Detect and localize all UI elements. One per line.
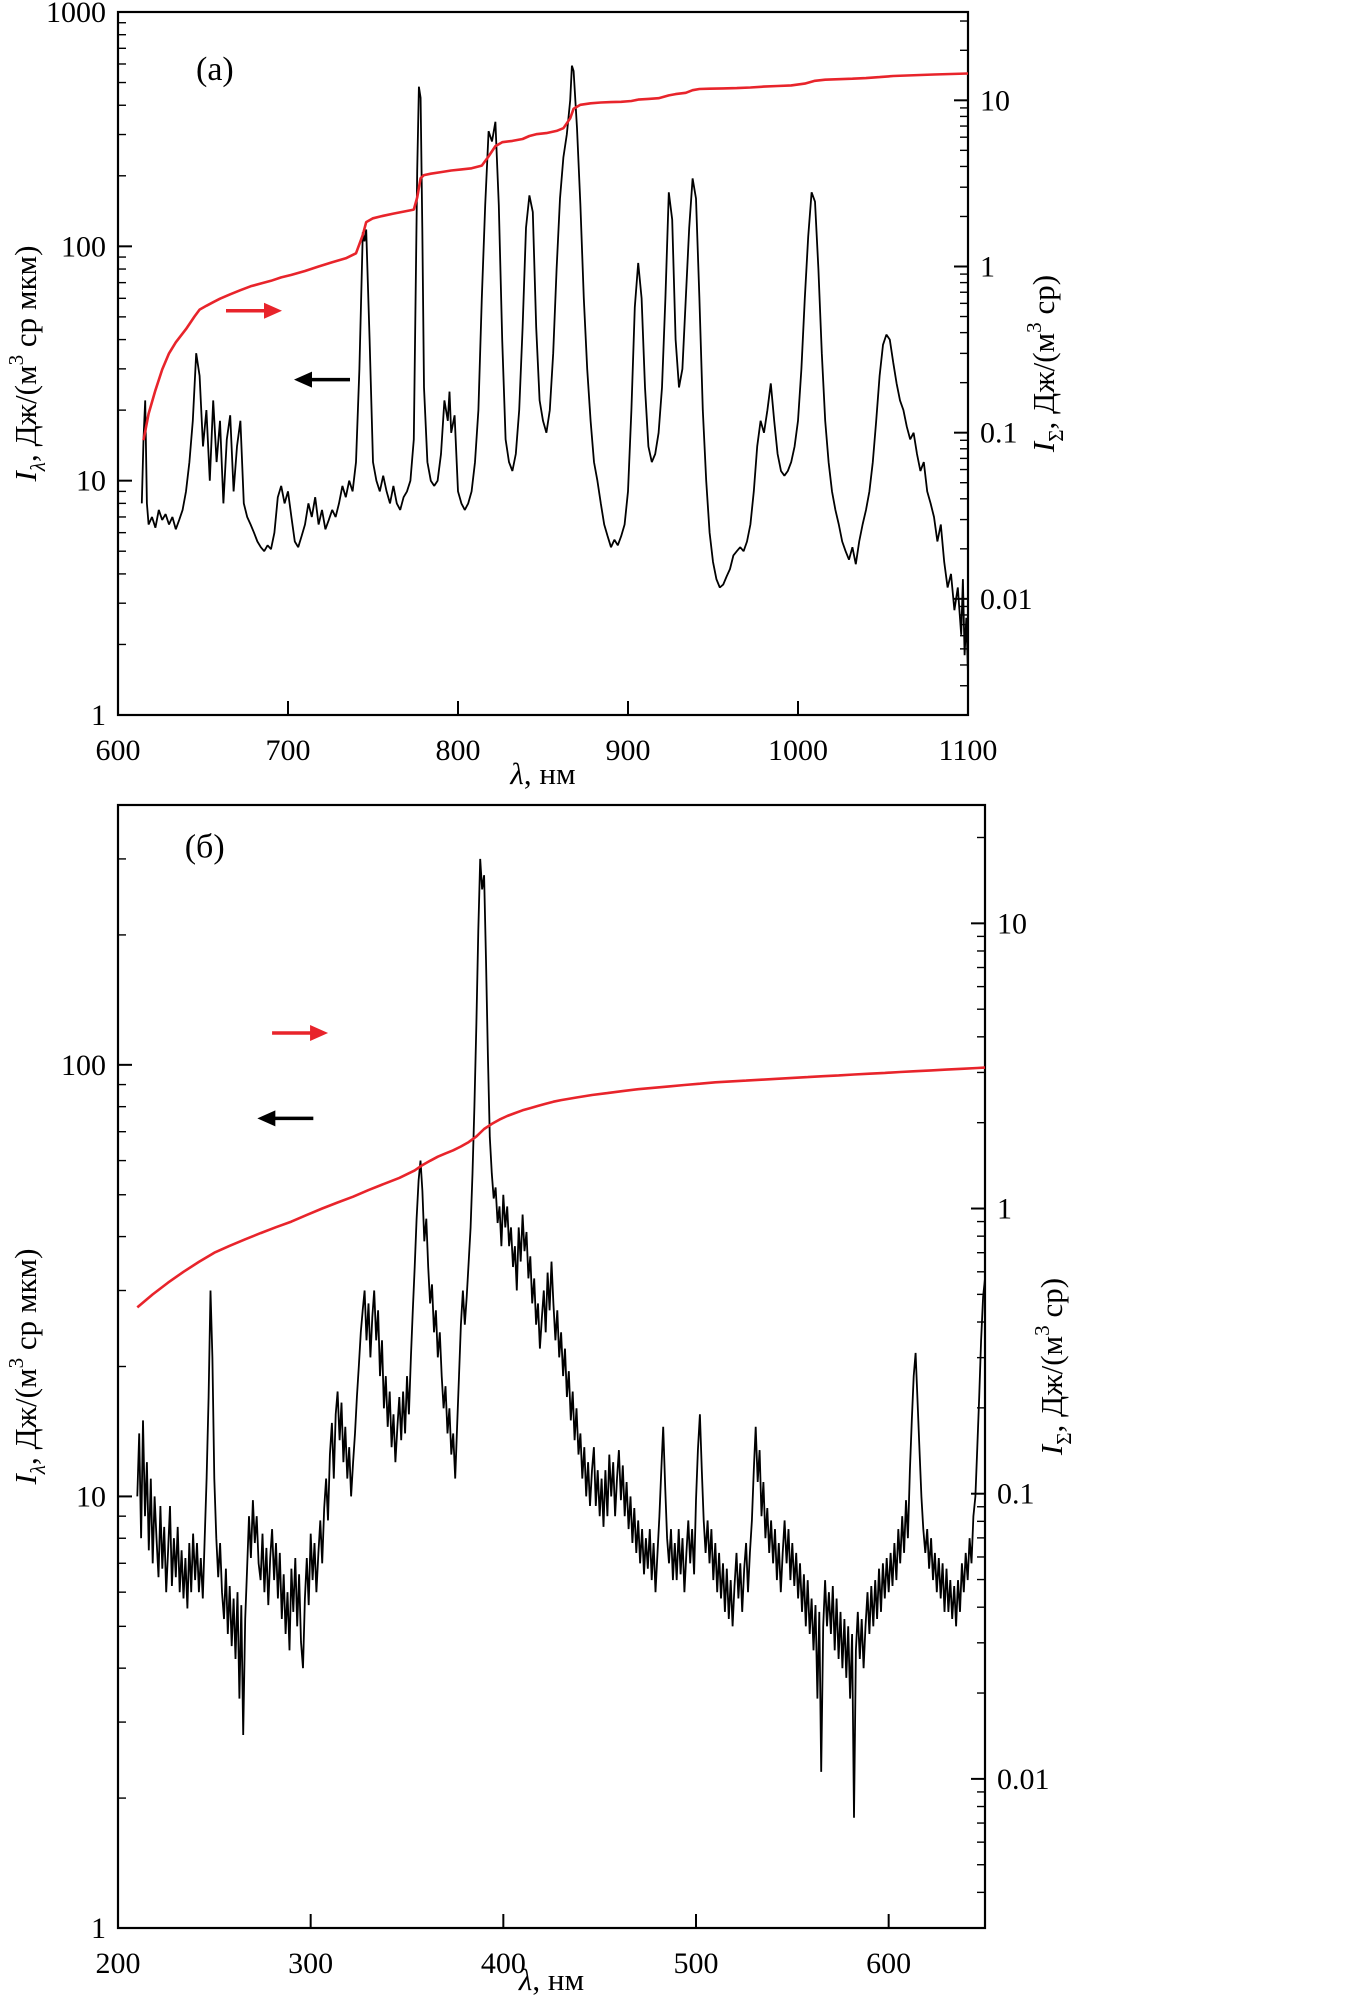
right-arrow-head <box>310 1024 329 1041</box>
x-tick-label: 800 <box>436 734 481 767</box>
right-arrow-head <box>264 302 282 319</box>
y-right-axis-label: IΣ, Дж/(м3 ср) <box>1022 275 1068 453</box>
x-tick-label: 200 <box>96 1947 141 1980</box>
integral-intensity-line <box>136 1066 985 1309</box>
left-arrow-head <box>257 1110 276 1127</box>
y-right-tick-label: 1 <box>980 250 995 283</box>
spectral-intensity-line <box>140 65 968 674</box>
y-left-axis-label: Iλ, Дж/(м3 ср мкм) <box>4 1248 50 1485</box>
left-arrow-head <box>294 371 312 388</box>
x-tick-label: 1000 <box>768 734 828 767</box>
panel-label: (б) <box>185 828 225 865</box>
y-right-tick-label: 10 <box>997 907 1027 940</box>
y-right-tick-label: 0.01 <box>997 1763 1050 1796</box>
x-axis-label: λ, нм <box>518 1962 584 1997</box>
x-tick-label: 1100 <box>939 734 998 767</box>
x-tick-label: 300 <box>288 1947 333 1980</box>
panel-label: (а) <box>196 51 234 88</box>
y-right-tick-label: 1 <box>997 1193 1012 1226</box>
y-left-axis-label: Iλ, Дж/(м3 ср мкм) <box>4 245 50 482</box>
panel-a: 600 700 800 900 1000 1100 1 10 100 1000 0.01 0.1 1 10… <box>4 0 1068 791</box>
y-left-tick-label: 10 <box>76 465 106 498</box>
y-right-tick-label: 0.1 <box>997 1478 1035 1511</box>
plot-border <box>116 10 970 717</box>
y-right-tick-label: 0.1 <box>980 417 1018 450</box>
x-tick-label: 400 <box>481 1947 526 1980</box>
spectral-intensity-line <box>136 858 985 1818</box>
x-axis-label: λ, нм <box>509 756 575 791</box>
y-left-tick-label: 100 <box>61 1049 106 1082</box>
y-right-tick-label: 10 <box>980 84 1010 117</box>
x-tick-label: 500 <box>674 1947 719 1980</box>
panel-b: 200 300 400 500 600 1 10 100 0.01 0.1 1 10 (б) λ, нм I… <box>4 803 1076 1997</box>
y-left-tick-label: 1 <box>91 699 106 732</box>
x-tick-label: 600 <box>866 1947 911 1980</box>
x-tick-label: 600 <box>96 734 141 767</box>
y-left-tick-label: 1000 <box>46 0 106 29</box>
integral-intensity-line <box>142 72 968 441</box>
y-right-tick-label: 0.01 <box>980 583 1033 616</box>
y-left-tick-label: 1 <box>91 1912 106 1945</box>
y-left-tick-label: 10 <box>76 1480 106 1513</box>
y-left-tick-label: 100 <box>61 230 106 263</box>
x-tick-label: 700 <box>266 734 311 767</box>
y-right-axis-label: IΣ, Дж/(м3 ср) <box>1030 1278 1076 1456</box>
x-tick-label: 900 <box>606 734 651 767</box>
